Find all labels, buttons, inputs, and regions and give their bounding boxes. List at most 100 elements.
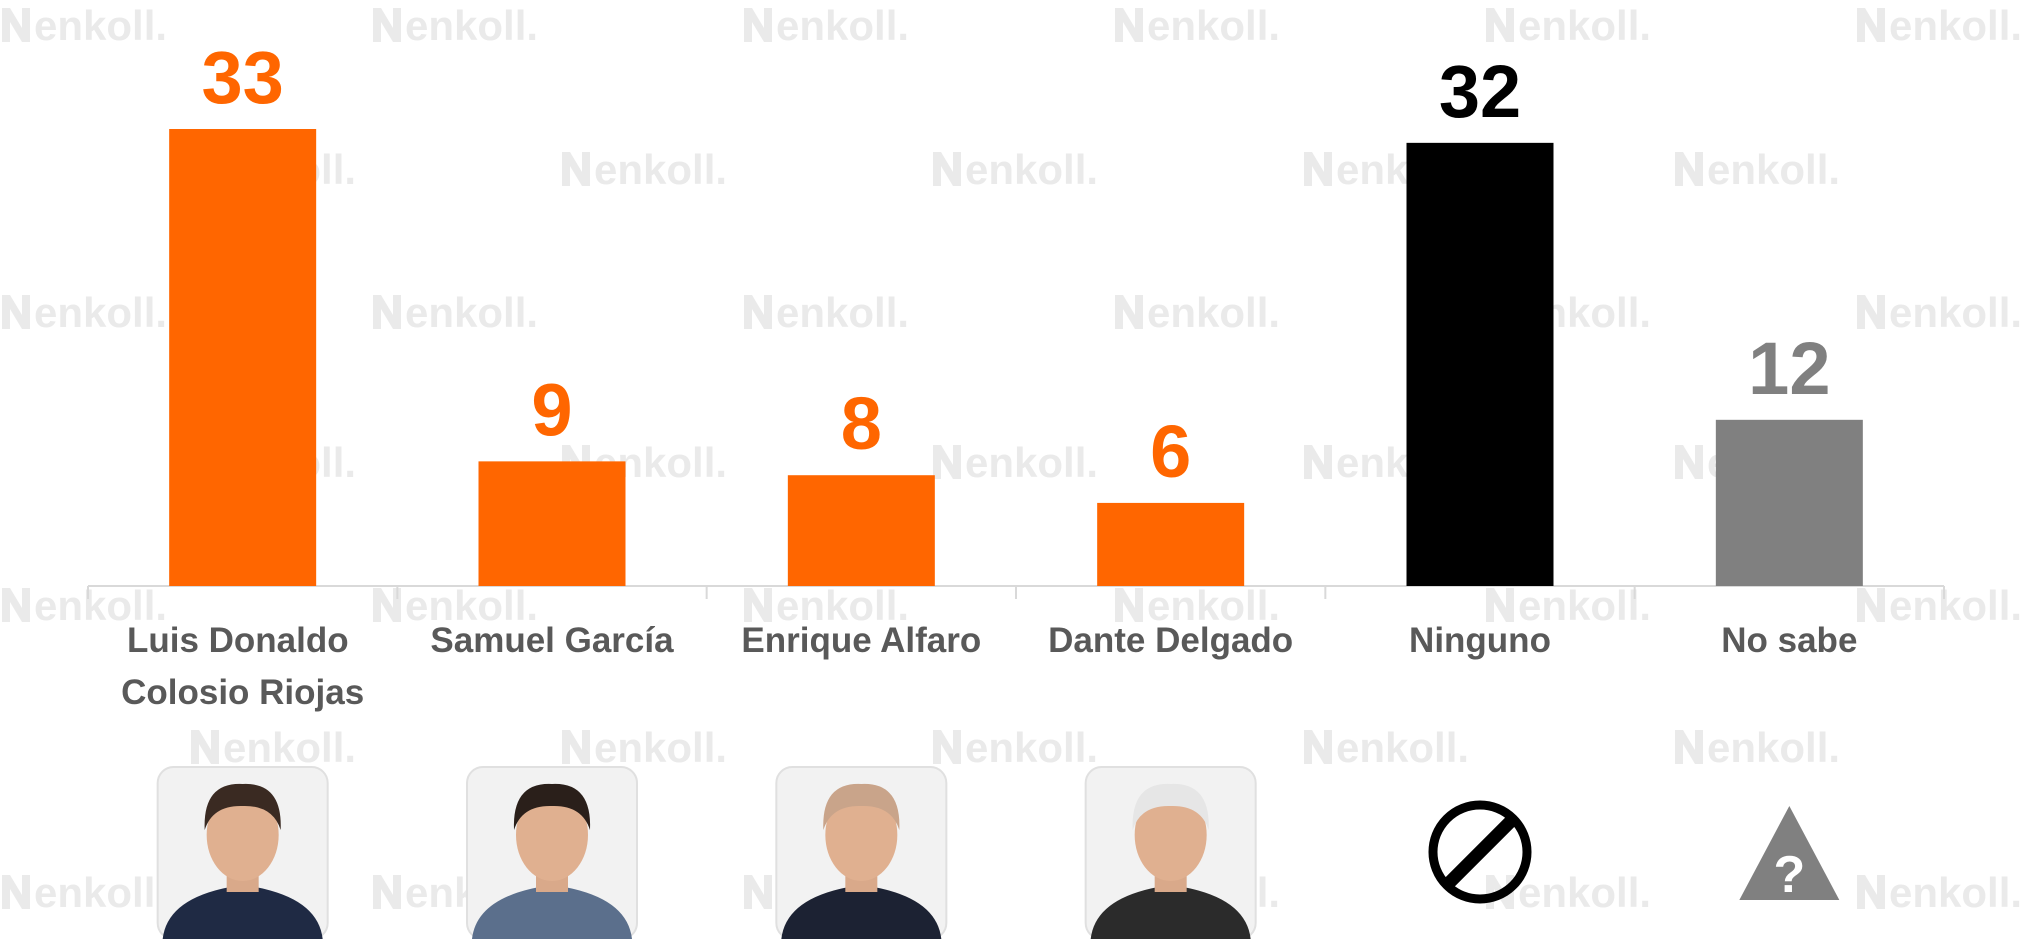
photo-face — [1134, 789, 1207, 881]
watermark-logo — [1675, 730, 1703, 764]
photo-body — [472, 885, 632, 939]
photo-hair — [204, 783, 281, 830]
watermark-text: enkoll. — [1707, 724, 1840, 771]
photo-body — [1090, 885, 1251, 939]
none-icon-slash — [1442, 814, 1518, 890]
watermark-text: enkoll. — [1518, 582, 1651, 629]
watermark-logo — [373, 295, 401, 329]
watermark: enkoll. — [1115, 289, 1280, 336]
watermark-text: enkoll. — [223, 724, 356, 771]
x-tick-label: Samuel García — [430, 621, 674, 660]
watermark-text: enkoll. — [594, 724, 727, 771]
watermark-logo — [1857, 8, 1885, 42]
bar — [478, 461, 626, 586]
watermark-text: enkoll. — [34, 2, 167, 49]
value-label: 32 — [1439, 50, 1521, 133]
watermark: enkoll. — [1857, 289, 2022, 336]
unknown-icon-label: ? — [1773, 846, 1805, 904]
photo-hair — [823, 783, 900, 830]
watermark-logo — [1486, 588, 1514, 622]
photo-body — [162, 885, 323, 939]
watermark-logo — [933, 152, 961, 186]
watermark-logo — [2, 588, 30, 622]
watermark-text: enkoll. — [1889, 869, 2022, 916]
watermark-logo — [744, 588, 772, 622]
watermark-text: enkoll. — [34, 289, 167, 336]
watermark-text: enkoll. — [776, 289, 909, 336]
watermark: enkoll. — [1304, 724, 1469, 771]
watermark: enkoll. — [2, 2, 167, 49]
watermark-text: enkoll. — [1518, 2, 1651, 49]
photo-face — [825, 789, 898, 881]
watermark: enkoll. — [1115, 582, 1280, 629]
bar — [1406, 142, 1554, 586]
watermark-text: enkoll. — [965, 439, 1098, 486]
watermark-logo — [1675, 445, 1703, 479]
watermark-text: enkoll. — [1518, 869, 1651, 916]
watermark-text: enkoll. — [1336, 724, 1469, 771]
watermark-logo — [2, 875, 30, 909]
watermark-logo — [1675, 152, 1703, 186]
watermark: enkoll. — [2, 582, 167, 629]
bar — [1715, 419, 1863, 586]
watermark: enkoll. — [933, 439, 1098, 486]
watermark-text: enkoll. — [1707, 146, 1840, 193]
candidate-photo — [775, 766, 948, 939]
watermark: enkoll. — [191, 724, 356, 771]
watermark-logo — [1115, 8, 1143, 42]
value-label: 9 — [531, 368, 572, 451]
watermark: enkoll. — [2, 869, 167, 916]
watermark-text: enkoll. — [1147, 289, 1280, 336]
bar — [787, 475, 935, 586]
watermark-logo — [1115, 295, 1143, 329]
watermark: enkoll. — [1675, 724, 1840, 771]
watermark: enkoll. — [1115, 2, 1280, 49]
watermark-text: enkoll. — [405, 582, 538, 629]
watermark-text: enkoll. — [776, 582, 909, 629]
watermark: enkoll. — [1857, 869, 2022, 916]
watermark: enkoll. — [373, 289, 538, 336]
value-label: 8 — [841, 382, 882, 465]
candidate-photo — [1084, 766, 1257, 939]
watermark-text: enkoll. — [594, 146, 727, 193]
watermark-logo — [1857, 588, 1885, 622]
x-tick-label: Ninguno — [1409, 621, 1551, 660]
watermark-text: enkoll. — [965, 146, 1098, 193]
bar — [169, 129, 317, 586]
watermark: enkoll. — [1857, 2, 2022, 49]
watermark-logo — [744, 295, 772, 329]
value-label: 12 — [1748, 327, 1830, 410]
watermark-text: enkoll. — [965, 724, 1098, 771]
photo-hair — [1132, 783, 1209, 830]
watermark-logo — [1857, 875, 1885, 909]
watermark: enkoll. — [933, 146, 1098, 193]
watermark-logo — [1304, 152, 1332, 186]
watermark-text: enkoll. — [1147, 582, 1280, 629]
watermark: enkoll. — [562, 724, 727, 771]
candidate-photo — [156, 766, 329, 939]
watermark-logo — [562, 730, 590, 764]
x-tick-label: Dante Delgado — [1048, 621, 1293, 660]
watermark-logo — [744, 875, 772, 909]
watermarks: enkoll. enkoll. enkoll. enkoll. enkoll. enkol… — [2, 2, 2022, 916]
watermark-logo — [1857, 295, 1885, 329]
watermark: enkoll. — [1486, 2, 1651, 49]
watermark-logo — [373, 875, 401, 909]
watermark: enkoll. — [373, 582, 538, 629]
pictures: ? — [156, 766, 1840, 939]
candidate-photo — [466, 766, 638, 939]
watermark-text: enkoll. — [34, 582, 167, 629]
photo-face — [516, 789, 588, 881]
watermark-logo — [373, 8, 401, 42]
x-tick-label: No sabe — [1721, 621, 1857, 660]
watermark: enkoll. — [933, 724, 1098, 771]
watermark: enkoll. — [1857, 582, 2022, 629]
watermark-logo — [562, 152, 590, 186]
value-label: 33 — [202, 36, 284, 119]
plot: 33 Luis Donaldo Colosio Riojas 9 Samuel Gar… — [87, 36, 1945, 712]
photo-hair — [513, 783, 591, 830]
x-tick-label: Enrique Alfaro — [741, 621, 981, 660]
watermark: enkoll. — [744, 2, 909, 49]
watermark-logo — [1304, 730, 1332, 764]
watermark-logo — [2, 8, 30, 42]
